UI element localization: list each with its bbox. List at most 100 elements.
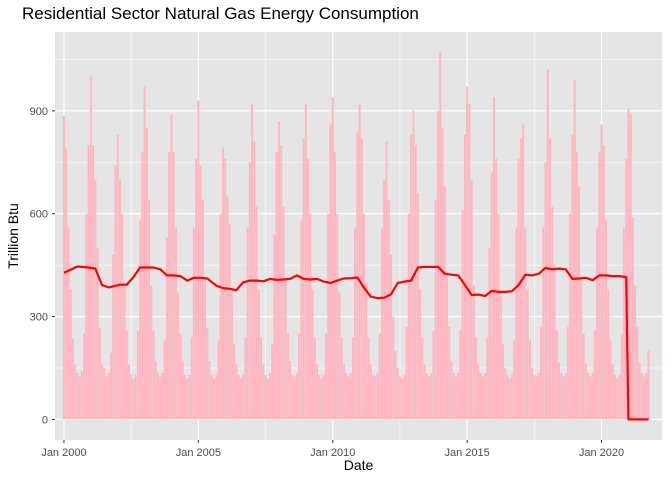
bar: [535, 376, 538, 420]
bar: [517, 158, 520, 420]
bar: [573, 80, 576, 420]
bar: [78, 376, 81, 420]
bar: [634, 285, 637, 420]
bar: [309, 213, 312, 420]
chart-title: Residential Sector Natural Gas Energy Co…: [22, 4, 419, 23]
bar: [457, 373, 460, 420]
bar: [190, 337, 193, 420]
bar: [463, 134, 466, 420]
bar: [372, 374, 375, 420]
bar: [369, 364, 372, 420]
bar: [235, 364, 238, 420]
bar: [116, 134, 119, 420]
bar: [445, 275, 448, 420]
bar: [74, 364, 77, 420]
bar: [219, 213, 222, 420]
bar: [336, 213, 339, 420]
bar: [295, 373, 298, 420]
bar: [356, 131, 359, 420]
bar: [546, 69, 549, 420]
bar: [139, 220, 142, 420]
bar: [94, 179, 97, 420]
bar: [85, 213, 88, 420]
y-tick-label: 300: [30, 312, 48, 324]
bar: [199, 165, 202, 420]
bar: [524, 227, 527, 420]
bar: [414, 145, 417, 420]
bar: [145, 128, 148, 420]
bar: [179, 333, 182, 420]
bar: [360, 138, 363, 420]
bar: [419, 289, 422, 420]
bar: [589, 376, 592, 420]
bar: [83, 333, 86, 420]
bar: [206, 328, 209, 420]
bar: [410, 134, 413, 420]
bar: [562, 376, 565, 420]
bar: [461, 210, 464, 420]
bar: [566, 326, 569, 420]
bar: [112, 254, 115, 420]
bar: [127, 364, 130, 420]
bar: [598, 152, 601, 420]
bar: [548, 138, 552, 420]
bar: [506, 374, 509, 420]
bar: [497, 213, 500, 420]
bar: [441, 128, 444, 420]
x-tick-label: Jan 2010: [310, 447, 355, 459]
bar: [136, 330, 139, 420]
bar: [177, 292, 180, 420]
bar: [103, 368, 106, 420]
bar: [221, 148, 224, 420]
bar: [201, 200, 204, 420]
bar: [98, 328, 101, 420]
bar: [237, 374, 240, 420]
bar: [121, 213, 124, 420]
bar: [275, 152, 278, 420]
bar: [636, 326, 639, 420]
bar: [531, 368, 534, 420]
x-tick-label: Jan 2015: [445, 447, 490, 459]
bar: [307, 158, 310, 420]
y-axis: 0 300 600 900: [30, 106, 55, 426]
bar: [468, 104, 471, 420]
bar: [293, 376, 296, 420]
bar: [316, 364, 319, 420]
bar: [392, 316, 395, 420]
bar: [647, 350, 650, 420]
bar: [264, 374, 267, 420]
bar: [374, 376, 377, 420]
bar: [329, 124, 332, 420]
bar: [479, 373, 482, 420]
bar: [403, 374, 406, 420]
bar: [416, 193, 419, 420]
bar: [365, 282, 368, 420]
bar: [439, 52, 442, 420]
x-axis: Jan 2000 Jan 2005 Jan 2010 Jan 2015 Jan 2020: [41, 440, 624, 459]
bar: [313, 337, 316, 420]
bar: [627, 109, 630, 420]
bar: [477, 364, 480, 420]
bar: [432, 330, 435, 420]
bar: [76, 373, 79, 420]
bar: [354, 227, 357, 420]
bar: [148, 200, 151, 420]
bar: [508, 378, 511, 420]
bar: [257, 289, 260, 420]
bar: [181, 361, 184, 420]
bar: [87, 145, 90, 420]
bar: [459, 330, 462, 420]
bar: [578, 186, 581, 420]
bar: [363, 213, 366, 420]
grid-minor: [55, 32, 662, 440]
bar: [501, 344, 504, 420]
bar: [280, 145, 283, 420]
bar: [540, 326, 543, 420]
bar: [96, 248, 99, 420]
bar: [347, 376, 350, 420]
trend-line: [63, 265, 649, 421]
bar: [327, 213, 330, 420]
bar: [526, 289, 529, 420]
bar: [62, 116, 65, 420]
